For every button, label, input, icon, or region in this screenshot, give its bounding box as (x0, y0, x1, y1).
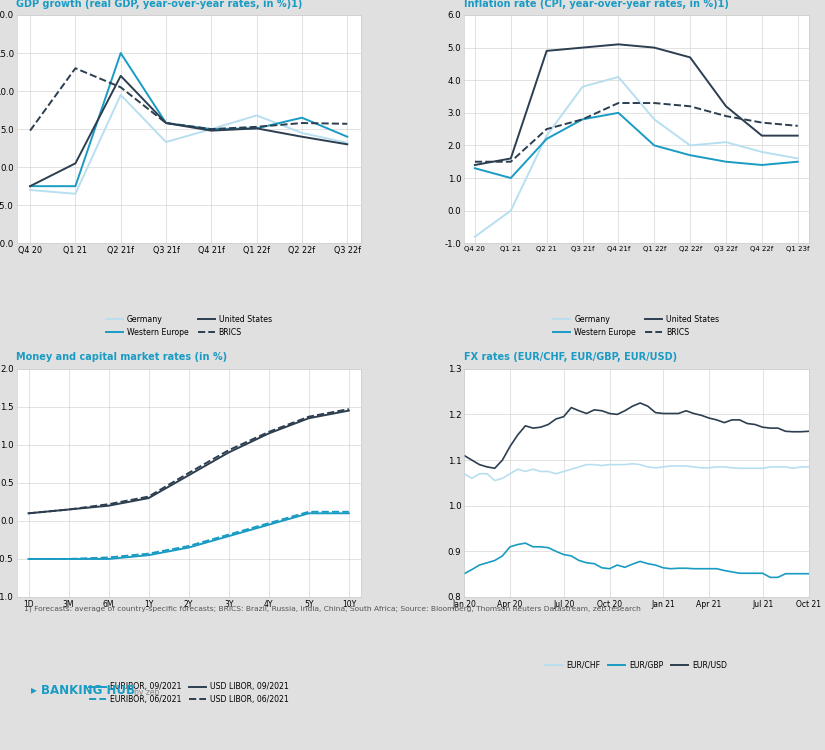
Legend: EUR/CHF, EUR/GBP, EUR/USD: EUR/CHF, EUR/GBP, EUR/USD (542, 658, 730, 673)
Legend: EURIBOR, 09/2021, EURIBOR, 06/2021, USD LIBOR, 09/2021, USD LIBOR, 06/2021: EURIBOR, 09/2021, EURIBOR, 06/2021, USD … (86, 679, 292, 707)
Text: FX rates (EUR/CHF, EUR/GBP, EUR/USD): FX rates (EUR/CHF, EUR/GBP, EUR/USD) (464, 352, 677, 362)
Text: Inflation rate (CPI, year-over-year rates, in %)1): Inflation rate (CPI, year-over-year rate… (464, 0, 729, 9)
Legend: Germany, Western Europe, United States, BRICS: Germany, Western Europe, United States, … (550, 312, 723, 340)
Text: GDP growth (real GDP, year-over-year rates, in %)1): GDP growth (real GDP, year-over-year rat… (16, 0, 303, 9)
Text: ▸ BANKING HUB: ▸ BANKING HUB (31, 683, 134, 697)
Legend: Germany, Western Europe, United States, BRICS: Germany, Western Europe, United States, … (102, 312, 275, 340)
Text: by zeb: by zeb (134, 688, 159, 698)
Text: 1) Forecasts: average of country-specific forecasts; BRICS: Brazil, Russia, Indi: 1) Forecasts: average of country-specifi… (25, 606, 641, 612)
Text: Money and capital market rates (in %): Money and capital market rates (in %) (16, 352, 228, 362)
